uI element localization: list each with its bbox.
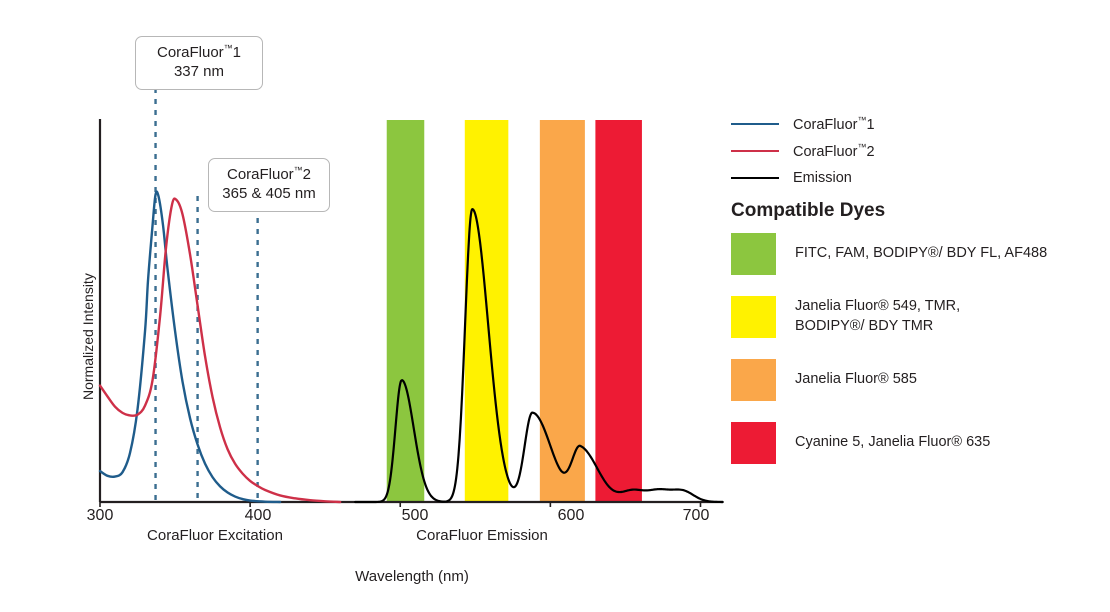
- x-section-label-excitation: CoraFluor Excitation: [147, 527, 283, 544]
- callout-corafluor-2: CoraFluor™2 365 & 405 nm: [208, 158, 330, 212]
- x-tick-label-700: 700: [682, 507, 710, 524]
- curve-corafluor-2: [98, 197, 342, 504]
- x-tick-label-300: 300: [86, 507, 114, 524]
- callout-corafluor-1: CoraFluor™1 337 nm: [135, 36, 263, 90]
- x-section-label-emission: CoraFluor Emission: [416, 527, 548, 544]
- dye-label-red: Cyanine 5, Janelia Fluor® 635: [795, 434, 991, 451]
- compatible-dyes-heading: Compatible Dyes: [731, 200, 886, 221]
- y-axis-title: Normalized Intensity: [80, 273, 96, 400]
- curve-corafluor-1: [98, 190, 282, 504]
- dye-item-red[interactable]: Cyanine 5, Janelia Fluor® 635: [731, 422, 1101, 464]
- dye-label-green: FITC, FAM, BODIPY®/ BDY FL, AF488: [795, 245, 1048, 262]
- trademark-icon: ™: [857, 114, 867, 125]
- callout-1-value: 337 nm: [173, 62, 225, 80]
- series-legend: CoraFluor™1 CoraFluor™2 Emission: [731, 110, 1091, 191]
- x-axis-title: Wavelength (nm): [355, 568, 469, 585]
- callout-2-value: 365 & 405 nm: [222, 184, 316, 202]
- dye-color-swatch-orange: [731, 359, 776, 401]
- callout-2-title: CoraFluor™2: [226, 165, 312, 183]
- dye-color-swatch-red: [731, 422, 776, 464]
- dye-label-orange: Janelia Fluor® 585: [795, 371, 917, 388]
- legend-item-corafluor-1[interactable]: CoraFluor™1: [731, 110, 1091, 137]
- dye-color-swatch-green: [731, 233, 776, 275]
- legend-line-swatch-corafluor-1: [731, 122, 779, 125]
- dye-color-swatch-yellow: [731, 296, 776, 338]
- legend-item-corafluor-2[interactable]: CoraFluor™2: [731, 137, 1091, 164]
- trademark-icon: ™: [293, 165, 303, 175]
- dye-label-yellow: Janelia Fluor® 549, TMR, BODIPY®/ BDY TM…: [795, 298, 961, 334]
- trademark-icon: ™: [857, 141, 867, 152]
- x-tick-label-500: 500: [401, 507, 429, 524]
- legend-label-corafluor-1: CoraFluor™1: [793, 114, 875, 133]
- axes-layer: [98, 119, 723, 507]
- emission-band-red: [595, 120, 642, 502]
- emission-bands-layer: [386, 120, 642, 502]
- emission-band-green: [386, 120, 425, 502]
- curve-emission: [354, 208, 724, 504]
- legend-label-corafluor-2: CoraFluor™2: [793, 141, 875, 160]
- spectra-curves-layer: [98, 190, 724, 504]
- dye-item-green[interactable]: FITC, FAM, BODIPY®/ BDY FL, AF488: [731, 233, 1101, 275]
- compatible-dyes-list: FITC, FAM, BODIPY®/ BDY FL, AF488 Janeli…: [731, 233, 1101, 485]
- x-tick-label-400: 400: [244, 507, 272, 524]
- legend-line-swatch-corafluor-2: [731, 149, 779, 152]
- trademark-icon: ™: [223, 43, 233, 53]
- emission-band-orange: [539, 120, 585, 502]
- excitation-marker-lines: [154, 88, 259, 502]
- dye-item-orange[interactable]: Janelia Fluor® 585: [731, 359, 1101, 401]
- x-tick-label-600: 600: [557, 507, 585, 524]
- legend-label-emission: Emission: [793, 169, 852, 186]
- legend-line-swatch-emission: [731, 176, 779, 179]
- callout-1-title: CoraFluor™1: [156, 43, 242, 61]
- dye-item-yellow[interactable]: Janelia Fluor® 549, TMR, BODIPY®/ BDY TM…: [731, 296, 1101, 338]
- legend-item-emission[interactable]: Emission: [731, 164, 1091, 191]
